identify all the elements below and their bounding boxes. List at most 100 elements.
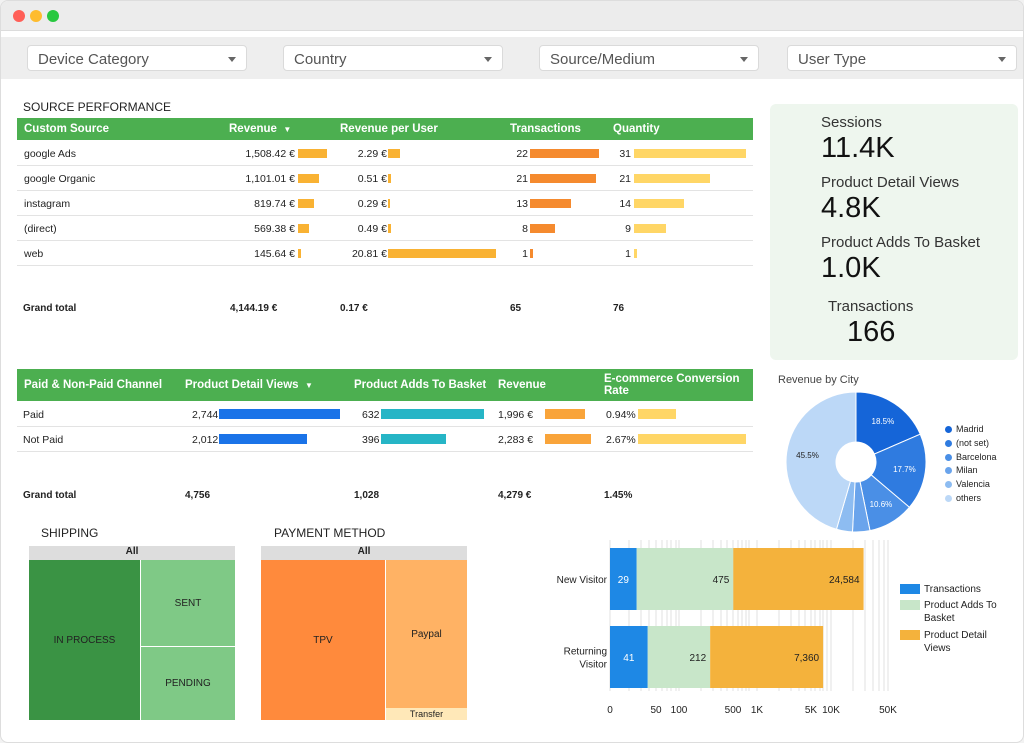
country-filter[interactable]: Country (283, 45, 503, 71)
x-tick-label: 1K (751, 705, 764, 716)
column-header-channel[interactable]: Paid & Non-Paid Channel (24, 379, 163, 391)
table-row[interactable]: Paid 2,744 632 1,996 € 0.94% (17, 402, 753, 427)
legend-item-line: Product Adds To (924, 600, 997, 611)
cell-views: 2,744 (192, 409, 219, 421)
user-type-stacked-bar-chart: 29 475 24,584 New Visitor 41 212 7,360 Returnin… (557, 540, 897, 716)
transactions-bar (530, 149, 599, 158)
adds-bar (381, 409, 484, 419)
stacked-bar-segment[interactable] (710, 626, 824, 688)
channel-grand-total-revenue: 4,279 € (498, 490, 532, 501)
cell-channel: Paid (23, 409, 45, 421)
maximize-window-button[interactable] (47, 10, 59, 22)
cell-transactions: 21 (516, 173, 528, 185)
shipping-pending-cell[interactable]: PENDING (141, 647, 235, 720)
cell-revenue: 819.74 € (254, 198, 295, 210)
grand-total-label: Grand total (23, 303, 77, 314)
legend-item[interactable]: Madrid (956, 424, 984, 434)
rev-per-user-bar (388, 249, 496, 258)
shipping-all-header[interactable]: All (29, 546, 235, 560)
revenue-bar (298, 249, 301, 258)
cell-revenue: 145.64 € (254, 248, 295, 260)
column-header-revenue-per-user[interactable]: Revenue per User (340, 123, 438, 135)
stacked-bar-segment[interactable] (733, 548, 864, 610)
legend-item[interactable]: Valencia (956, 479, 990, 490)
stacked-bar-segment[interactable] (610, 626, 648, 688)
shipping-sent-cell[interactable]: SENT (141, 560, 235, 646)
payment-paypal-cell[interactable]: Paypal (386, 560, 467, 708)
column-header-adds-to-basket[interactable]: Product Adds To Basket (354, 379, 487, 391)
conv-bar (638, 409, 676, 419)
table-row[interactable]: google Ads 1,508.42 € 2.29 € 22 31 (17, 141, 753, 166)
pie-slice-others[interactable] (785, 391, 857, 530)
column-header-revenue[interactable]: Revenue (498, 379, 546, 391)
views-bar (219, 434, 308, 444)
legend-item[interactable]: Product Adds To Basket (924, 599, 997, 625)
legend-item-line: Basket (924, 613, 955, 624)
cell-source: instagram (24, 198, 71, 210)
column-header-transactions[interactable]: Transactions (510, 123, 581, 135)
table-row[interactable]: Not Paid 2,012 396 2,283 € 2.67% (17, 427, 753, 452)
table-row[interactable]: web 145.64 € 20.81 € 1 1 (17, 241, 753, 266)
x-tick-label: 10K (822, 705, 840, 716)
transactions-bar (530, 224, 555, 233)
kpi-sessions-label: Sessions (821, 114, 882, 131)
legend-item[interactable]: (not set) (956, 437, 990, 448)
legend-swatch (945, 467, 952, 475)
cell-rev-per-user: 0.49 € (357, 223, 387, 235)
legend-item[interactable]: others (956, 493, 982, 503)
kpi-sessions-value: 11.4K (821, 132, 895, 164)
x-tick-label: 5K (805, 705, 818, 716)
minimize-window-button[interactable] (30, 10, 42, 22)
filter-label: User Type (798, 51, 867, 68)
transactions-bar (530, 249, 534, 258)
stacked-bar-segment[interactable] (647, 626, 711, 688)
column-header-product-detail-views[interactable]: Product Detail Views ▼ (185, 379, 313, 391)
x-tick-label: 0 (607, 705, 613, 716)
bar-data-label: 212 (689, 653, 706, 664)
column-header-quantity[interactable]: Quantity (613, 123, 660, 135)
legend-swatch (945, 481, 952, 489)
kpi-product-views-label: Product Detail Views (821, 174, 960, 191)
table-row[interactable]: (direct) 569.38 € 0.49 € 8 9 (17, 216, 753, 241)
legend-swatch (945, 426, 952, 433)
quantity-bar (634, 224, 667, 233)
filter-label: Source/Medium (550, 51, 656, 68)
kpi-product-views-value: 4.8K (821, 192, 881, 224)
payment-tpv-cell[interactable]: TPV (261, 560, 385, 720)
legend-item[interactable]: Milan (956, 465, 978, 476)
quantity-bar (634, 199, 685, 208)
payment-all-header[interactable]: All (261, 546, 467, 560)
category-label: Returning (564, 647, 607, 658)
cell-adds: 632 (362, 409, 380, 421)
channel-grand-total-views: 4,756 (185, 490, 211, 501)
pie-slice-madrid[interactable] (855, 391, 921, 455)
grand-total-transactions: 65 (510, 303, 522, 314)
legend-item[interactable]: Barcelona (956, 451, 997, 462)
payment-transfer-cell[interactable]: Transfer (386, 708, 467, 720)
cell-quantity: 14 (619, 198, 631, 210)
table-row[interactable]: instagram 819.74 € 0.29 € 13 14 (17, 191, 753, 216)
column-header-custom-source[interactable]: Custom Source (24, 123, 109, 135)
column-header-revenue[interactable]: Revenue ▼ (229, 123, 291, 135)
shipping-in-process-cell[interactable]: IN PROCESS (29, 560, 140, 720)
source-medium-filter[interactable]: Source/Medium (539, 45, 759, 71)
channel-table-header: Paid & Non-Paid Channel Product Detail V… (17, 369, 753, 401)
pie-slice-notset[interactable] (870, 433, 927, 508)
table-row[interactable]: google Organic 1,101.01 € 0.51 € 21 21 (17, 166, 753, 191)
legend-item[interactable]: Transactions (924, 583, 981, 596)
rev-per-user-bar (388, 224, 391, 233)
user-type-filter[interactable]: User Type (787, 45, 1017, 71)
cell-revenue: 1,996 € (498, 409, 534, 421)
column-header-label: Revenue (229, 123, 277, 135)
cell-transactions: 8 (522, 223, 528, 235)
pie-slice-label: 45.5% (796, 451, 819, 460)
quantity-bar (634, 149, 746, 158)
close-window-button[interactable] (13, 10, 25, 22)
column-header-conversion-rate[interactable]: E-commerce Conversion Rate (604, 373, 740, 397)
stacked-bar-segment[interactable] (610, 548, 637, 610)
device-category-filter[interactable]: Device Category (27, 45, 247, 71)
stacked-bar-segment[interactable] (636, 548, 734, 610)
kpi-transactions-label: Transactions (828, 298, 914, 315)
legend-item[interactable]: Product Detail Views (924, 629, 987, 655)
